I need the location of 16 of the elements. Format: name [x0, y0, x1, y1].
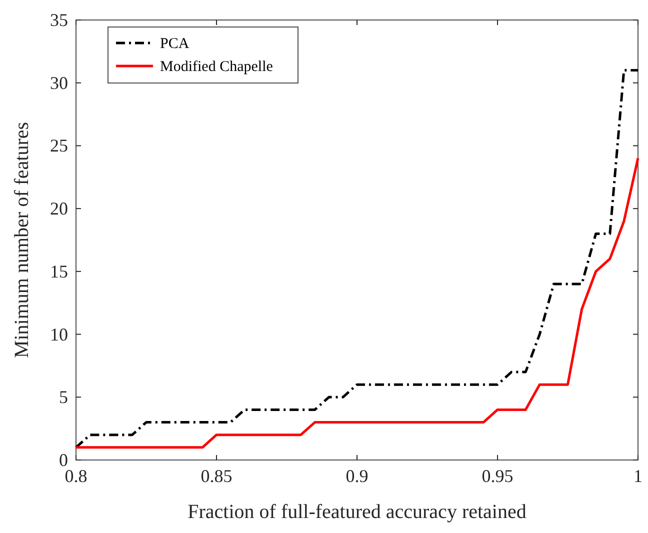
y-tick-label: 15 [50, 261, 68, 282]
x-tick-label: 1 [634, 466, 642, 486]
y-tick-label: 25 [50, 136, 68, 156]
y-tick-label: 30 [50, 72, 68, 93]
x-axis-title: Fraction of full-featured accuracy retained [188, 501, 526, 523]
x-tick-label: 0.85 [200, 466, 232, 486]
x-tick-label: 0.95 [482, 466, 514, 486]
y-tick-label: 20 [50, 198, 68, 219]
legend-label: Modified Chapelle [160, 59, 274, 75]
y-tick-label: 5 [59, 387, 68, 408]
y-axis-title: Minimum number of features [11, 122, 33, 358]
x-tick-label: 0.9 [346, 466, 368, 486]
y-tick-label: 10 [50, 324, 68, 344]
y-tick-label: 35 [50, 10, 68, 30]
legend-label: PCA [160, 36, 190, 52]
line-series [74, 157, 640, 449]
